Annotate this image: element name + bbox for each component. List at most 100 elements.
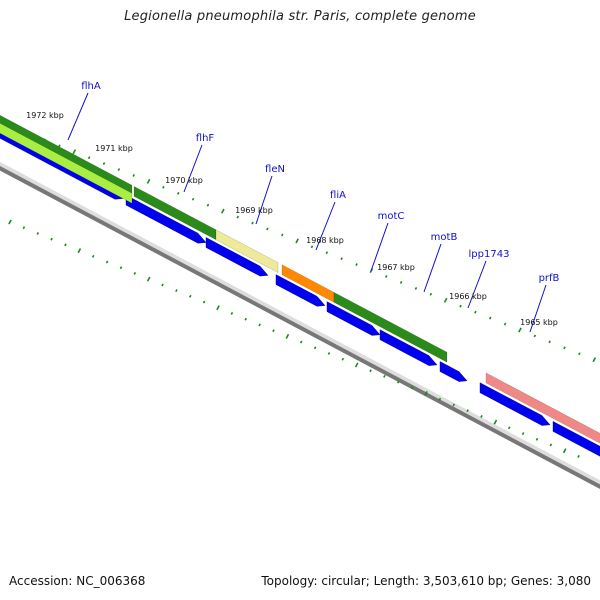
upper-tick bbox=[340, 257, 343, 261]
lower-tick bbox=[369, 369, 372, 373]
lower-tick bbox=[189, 294, 192, 298]
lower-tick bbox=[285, 333, 290, 339]
lower-tick bbox=[133, 272, 137, 275]
kbp-label: 1967 kbp bbox=[377, 263, 415, 272]
cog-band-flhA-light bbox=[0, 123, 133, 204]
upper-tick bbox=[384, 275, 388, 278]
gene-callout-line bbox=[315, 201, 336, 251]
gene-label-flhF: flhF bbox=[196, 133, 215, 144]
accession-text: Accession: NC_006368 bbox=[9, 574, 146, 588]
backbone-line bbox=[0, 166, 600, 489]
cds-arrow bbox=[439, 361, 468, 382]
lower-tick bbox=[327, 352, 331, 355]
upper-tick bbox=[488, 316, 492, 320]
cds-arrow bbox=[205, 237, 269, 277]
lower-tick bbox=[577, 454, 580, 458]
kbp-label: 1966 kbp bbox=[449, 292, 487, 301]
gene-label-fliA: fliA bbox=[330, 190, 346, 201]
map-title: Legionella pneumophila str. Paris, compl… bbox=[124, 9, 476, 24]
upper-tick bbox=[399, 281, 403, 284]
cds-arrow bbox=[125, 194, 207, 244]
gene-callout-line bbox=[67, 92, 89, 141]
cog-band-prfB bbox=[485, 372, 600, 444]
upper-tick bbox=[310, 245, 314, 249]
lower-tick bbox=[493, 419, 498, 425]
kbp-label: 1972 kbp bbox=[26, 111, 64, 120]
lower-tick bbox=[354, 362, 359, 368]
kbp-label: 1969 kbp bbox=[235, 206, 273, 215]
lower-tick bbox=[341, 357, 345, 361]
upper-tick bbox=[280, 233, 284, 237]
lower-tick bbox=[272, 329, 275, 333]
cog-band-motC bbox=[333, 291, 448, 363]
lower-tick bbox=[175, 289, 178, 293]
upper-tick bbox=[355, 263, 358, 267]
upper-tick bbox=[191, 197, 195, 201]
lower-tick bbox=[549, 443, 553, 447]
lower-tick bbox=[161, 283, 164, 287]
upper-tick bbox=[429, 292, 433, 296]
upper-tick bbox=[146, 178, 151, 184]
kbp-label: 1971 kbp bbox=[95, 144, 133, 153]
lower-tick bbox=[562, 448, 567, 454]
lower-tick bbox=[466, 409, 469, 413]
lower-tick bbox=[91, 254, 95, 258]
upper-tick bbox=[592, 357, 597, 363]
upper-tick bbox=[443, 297, 448, 303]
gene-label-motB: motB bbox=[431, 232, 458, 243]
lower-tick bbox=[507, 426, 511, 430]
kbp-label: 1965 kbp bbox=[520, 318, 558, 327]
upper-tick bbox=[533, 334, 537, 338]
gene-callout-line bbox=[183, 144, 203, 193]
cds-arrow bbox=[479, 382, 551, 426]
upper-tick bbox=[162, 185, 165, 189]
gene-label-motC: motC bbox=[378, 211, 405, 222]
gene-label-lpp1743: lpp1743 bbox=[469, 249, 510, 260]
lower-tick bbox=[410, 386, 414, 390]
lower-tick bbox=[216, 305, 220, 311]
lower-tick bbox=[452, 403, 456, 407]
lower-tick bbox=[22, 226, 26, 230]
upper-tick bbox=[503, 322, 507, 326]
cds-arrow bbox=[326, 301, 381, 336]
upper-tick bbox=[474, 310, 477, 314]
lower-tick bbox=[438, 397, 442, 401]
upper-tick bbox=[563, 346, 566, 350]
gene-label-fleN: fleN bbox=[265, 164, 285, 175]
gene-callout-line bbox=[423, 243, 442, 293]
upper-tick bbox=[414, 286, 418, 290]
genome-summary-text: Topology: circular; Length: 3,503,610 bp… bbox=[261, 574, 591, 588]
gene-callout-line bbox=[529, 284, 547, 333]
upper-tick bbox=[295, 238, 299, 244]
cds-arrow bbox=[379, 329, 438, 366]
lower-tick bbox=[77, 248, 82, 254]
upper-tick bbox=[102, 162, 106, 166]
gene-callout-line bbox=[370, 222, 389, 272]
lower-tick bbox=[397, 380, 400, 384]
lower-tick bbox=[480, 414, 483, 418]
lower-tick bbox=[50, 237, 53, 241]
upper-tick bbox=[58, 144, 61, 148]
lower-tick bbox=[105, 260, 109, 264]
upper-tick bbox=[578, 352, 581, 356]
upper-tick bbox=[251, 221, 254, 225]
lower-tick bbox=[36, 231, 40, 235]
gene-callout-line bbox=[467, 260, 487, 309]
upper-tick bbox=[548, 340, 551, 344]
upper-tick bbox=[206, 203, 210, 207]
kbp-label: 1968 kbp bbox=[306, 236, 344, 245]
lower-tick bbox=[258, 323, 261, 327]
kbp-label: 1970 kbp bbox=[165, 176, 203, 185]
cds-arrow bbox=[552, 421, 600, 457]
lower-tick bbox=[299, 340, 303, 344]
cog-band-fleN bbox=[215, 229, 279, 274]
upper-tick bbox=[518, 327, 522, 333]
lower-tick bbox=[313, 346, 317, 350]
upper-tick bbox=[176, 191, 180, 195]
lower-tick bbox=[202, 300, 206, 304]
lower-tick bbox=[230, 312, 234, 315]
lower-tick bbox=[244, 317, 248, 321]
lower-tick bbox=[521, 432, 525, 435]
